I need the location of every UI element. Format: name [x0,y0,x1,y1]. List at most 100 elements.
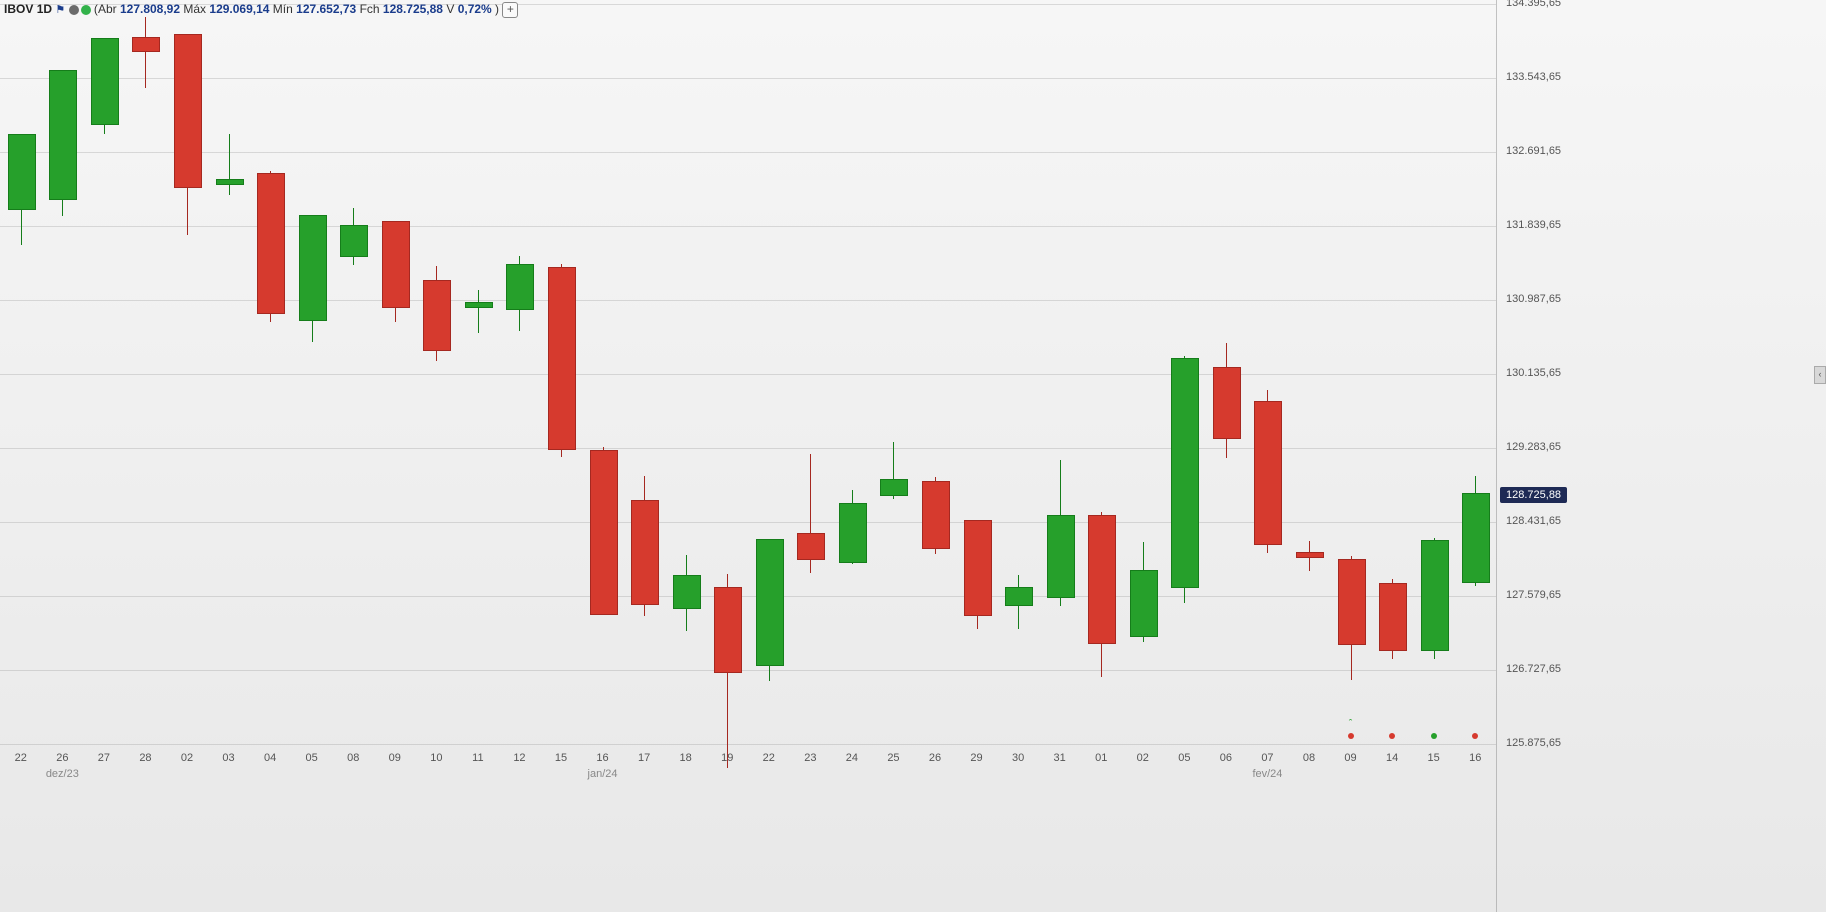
marker-dot [1431,733,1437,739]
y-axis-label: 129.283,65 [1506,441,1561,453]
candle-body [1213,367,1241,439]
x-axis-month-label: fev/24 [1252,768,1282,780]
x-axis-label: 08 [1303,752,1315,764]
x-axis-label: 06 [1220,752,1232,764]
candle-body [91,38,119,125]
candle-body [423,280,451,351]
status-dot-1 [69,5,79,15]
y-axis-label: 133.543,65 [1506,71,1561,83]
x-axis-label: 05 [1178,752,1190,764]
candlestick-chart[interactable]: 134.395,65133.543,65132.691,65131.839,65… [0,0,1826,912]
x-axis-label: 04 [264,752,276,764]
candle-body [1379,583,1407,651]
marker-dot [1472,733,1478,739]
collapse-axis-button[interactable]: ‹ [1814,366,1826,384]
candle-body [880,479,908,497]
candle-body [964,520,992,616]
x-axis-label: 15 [555,752,567,764]
x-axis-label: 02 [1137,752,1149,764]
x-axis-label: 08 [347,752,359,764]
candle-body [216,179,244,184]
candle-body [506,264,534,309]
gridline [0,226,1496,227]
x-axis-label: 22 [15,752,27,764]
value-low: 127.652,73 [296,2,356,16]
price-tag: 128.725,88 [1500,487,1567,503]
y-axis-label: 126.727,65 [1506,663,1561,675]
x-axis-label: 30 [1012,752,1024,764]
candle-body [839,503,867,563]
candle-body [257,173,285,314]
candle-body [382,221,410,308]
candle-body [631,500,659,605]
gridline [0,744,1496,745]
x-axis-label: 14 [1386,752,1398,764]
marker-dot [1348,733,1354,739]
candle-body [797,533,825,559]
label-close: Fch [360,2,380,16]
x-axis-label: 18 [680,752,692,764]
candle-body [548,267,576,451]
x-axis-label: 23 [804,752,816,764]
x-axis-label: 31 [1054,752,1066,764]
label-open: Abr [98,2,117,16]
candle-body [1088,515,1116,644]
y-axis-label: 130.135,65 [1506,367,1561,379]
candle-body [1005,587,1033,606]
value-var: 0,72% [458,2,492,16]
y-axis-label: 134.395,65 [1506,0,1561,9]
label-high: Máx [183,2,206,16]
x-axis-month-label: dez/23 [46,768,79,780]
candle-body [922,481,950,549]
candle-wick [229,134,230,195]
x-axis-label: 22 [763,752,775,764]
gridline [0,78,1496,79]
x-axis-label: 26 [56,752,68,764]
x-axis-label: 01 [1095,752,1107,764]
x-axis-label: 11 [472,752,483,764]
flag-icon: ⚑ [55,4,65,16]
candle-body [756,539,784,666]
gridline [0,152,1496,153]
candle-body [1338,559,1366,644]
candle-body [1130,570,1158,637]
x-axis-label: 28 [139,752,151,764]
candle-body [673,575,701,609]
x-axis-label: 17 [638,752,650,764]
candle-body [1421,540,1449,651]
x-axis-label: 16 [596,752,608,764]
x-axis-label: 27 [98,752,110,764]
value-open: 127.808,92 [120,2,180,16]
y-axis-line [1496,0,1497,912]
x-axis-label: 24 [846,752,858,764]
y-axis-label: 128.431,65 [1506,515,1561,527]
x-axis-label: 25 [887,752,899,764]
x-axis-label: 09 [389,752,401,764]
candle-body [1254,401,1282,545]
candle-body [1296,552,1324,558]
x-axis-label: 05 [306,752,318,764]
add-indicator-button[interactable]: + [502,2,518,18]
candle-body [1462,493,1490,584]
value-high: 129.069,14 [209,2,269,16]
y-axis-label: 125.875,65 [1506,737,1561,749]
candle-body [340,225,368,257]
candle-wick [478,290,479,333]
label-low: Mín [273,2,293,16]
candle-body [1171,358,1199,588]
timeframe: 1D [37,2,52,16]
x-axis-label: 16 [1469,752,1481,764]
symbol: IBOV [4,2,33,16]
marker-caret: ˆ [1349,719,1352,730]
marker-dot [1389,733,1395,739]
value-close: 128.725,88 [383,2,443,16]
candle-body [132,37,160,51]
candle-body [49,70,77,201]
gridline [0,374,1496,375]
candle-body [714,587,742,672]
x-axis-label: 19 [721,752,733,764]
y-axis-label: 132.691,65 [1506,145,1561,157]
x-axis-label: 12 [513,752,525,764]
gridline [0,596,1496,597]
x-axis-label: 07 [1261,752,1273,764]
